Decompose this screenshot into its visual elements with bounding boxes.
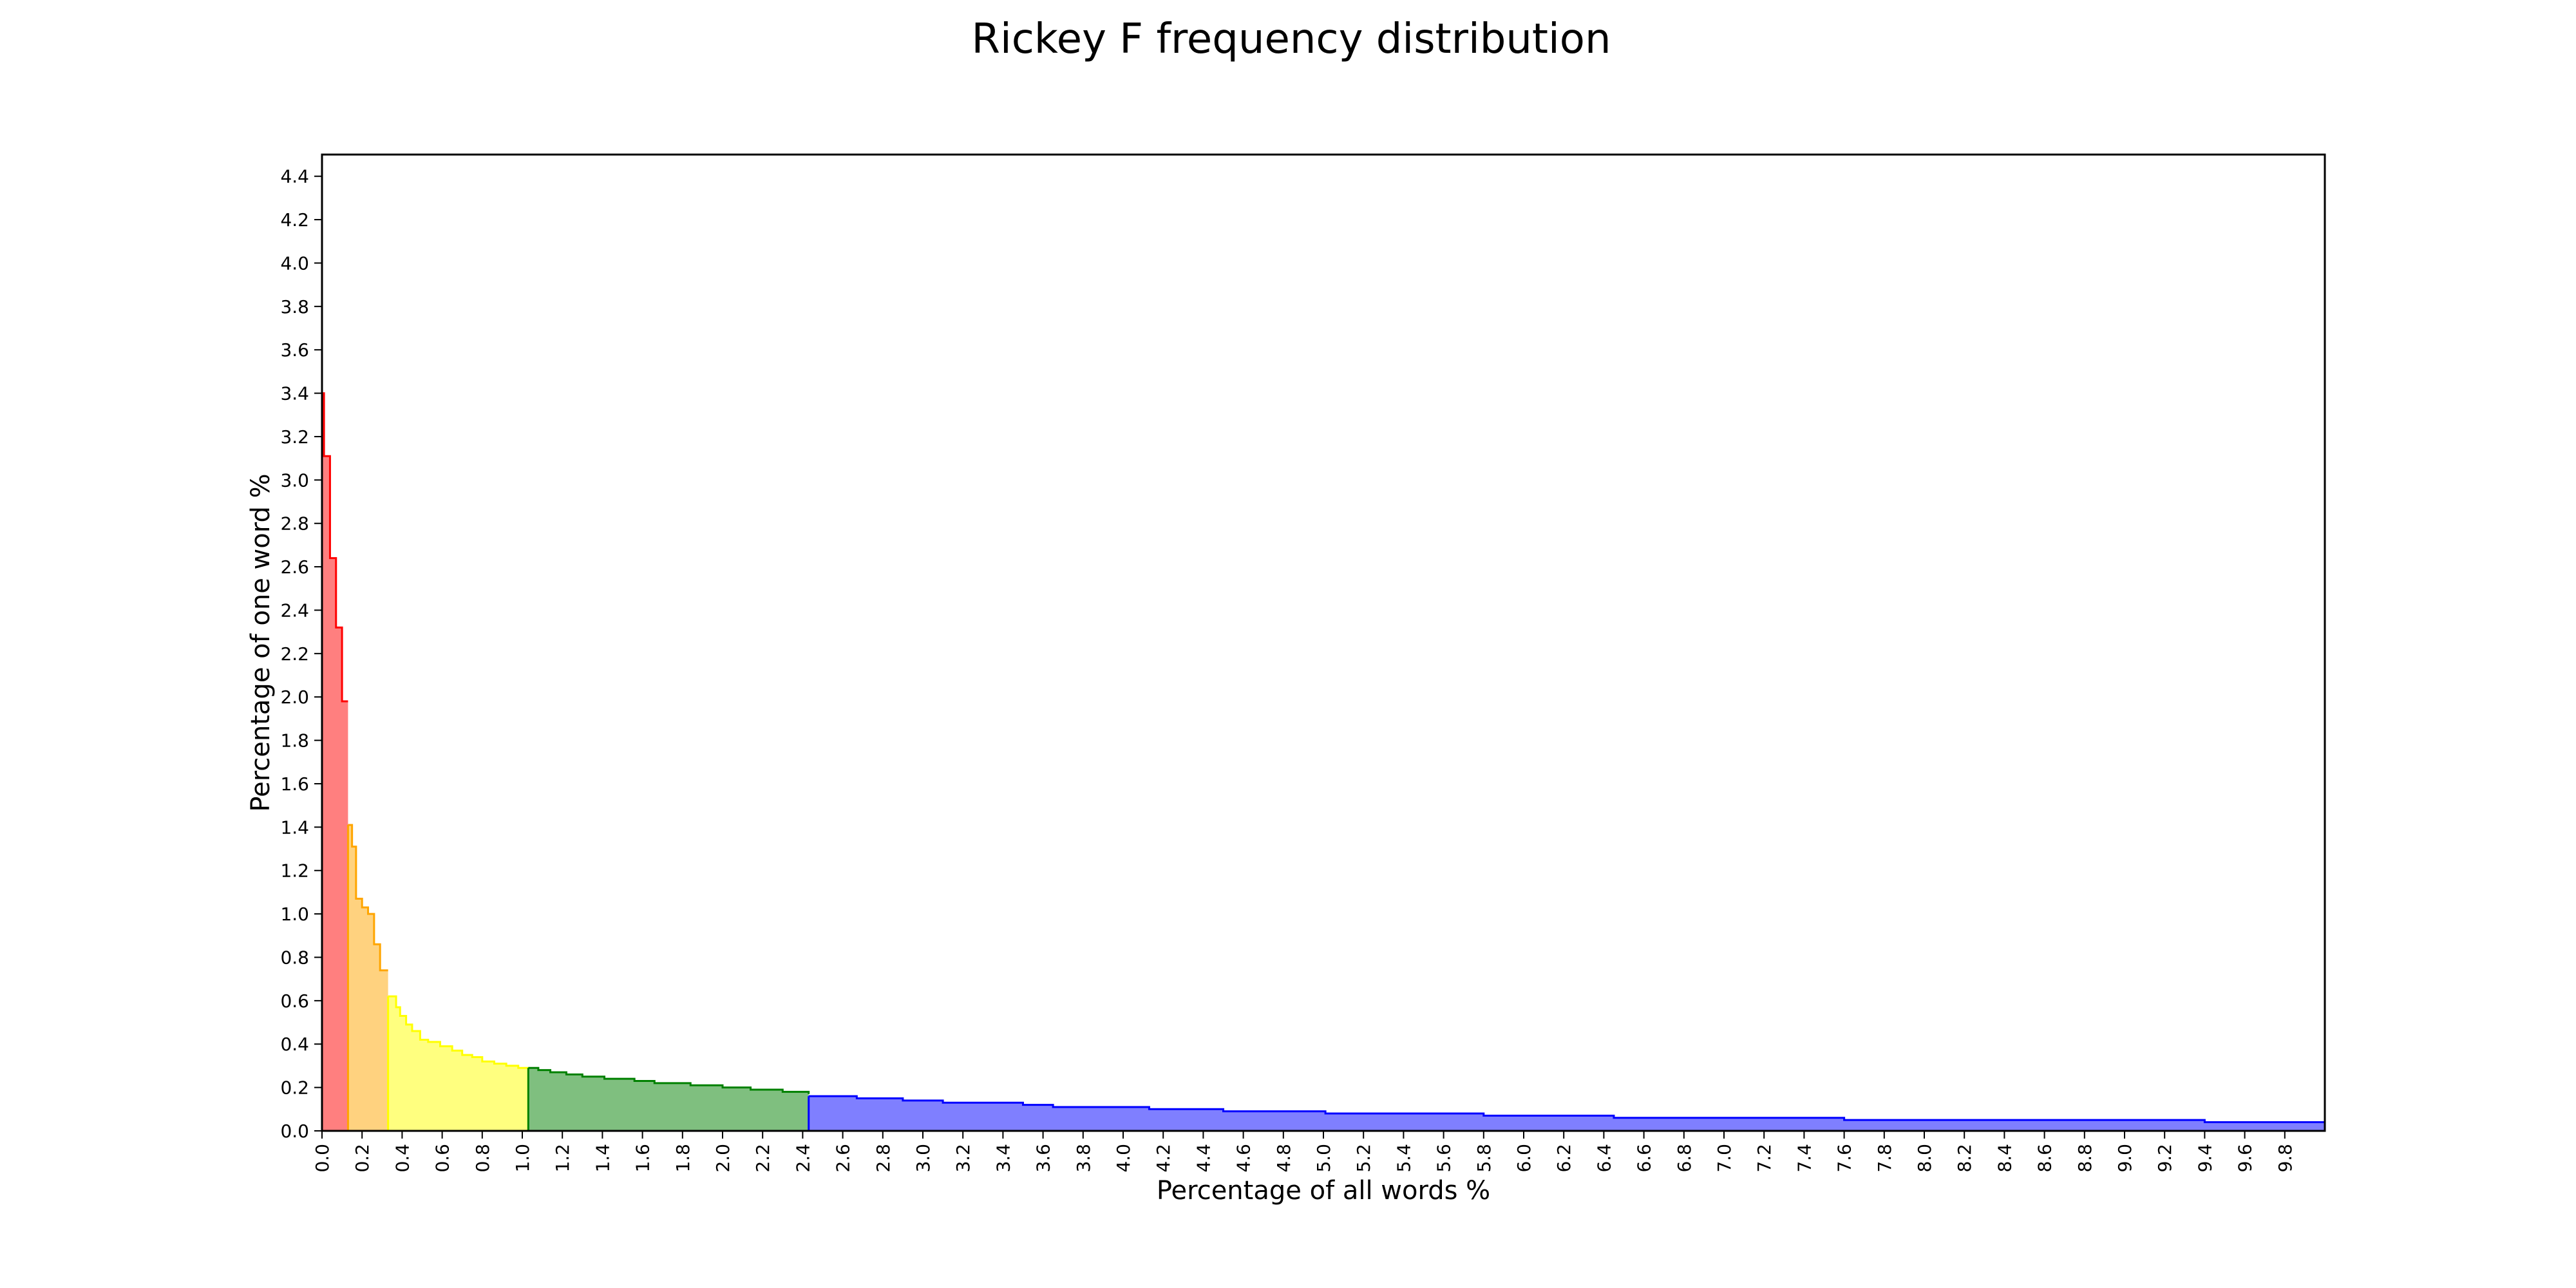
x-tick-label: 2.8 (873, 1144, 894, 1173)
x-tick-label: 1.0 (512, 1144, 533, 1173)
x-tick-label: 4.6 (1233, 1144, 1255, 1173)
x-tick-label: 9.2 (2154, 1144, 2175, 1173)
x-tick-label: 8.4 (1994, 1144, 2015, 1173)
x-tick-label: 3.6 (1033, 1144, 1054, 1173)
series-3-line (528, 1066, 810, 1094)
y-tick-label: 3.6 (280, 339, 309, 361)
series-2-area (388, 996, 529, 1131)
x-tick-label: 1.2 (552, 1144, 573, 1173)
x-tick-label: 5.4 (1393, 1144, 1414, 1173)
y-tick-label: 1.6 (280, 773, 309, 795)
y-tick-label: 1.8 (280, 730, 309, 752)
x-tick-label: 0.4 (392, 1144, 413, 1173)
y-tick-label: 0.8 (280, 947, 309, 968)
x-tick-label: 8.2 (1954, 1144, 1975, 1173)
y-axis-label: Percentage of one word % (246, 473, 276, 811)
x-tick-label: 8.8 (2074, 1144, 2096, 1173)
x-tick-label: 6.8 (1674, 1144, 1695, 1173)
x-tick-label: 2.4 (792, 1144, 813, 1173)
x-tick-label: 7.6 (1834, 1144, 1855, 1173)
y-tick-label: 3.8 (280, 296, 309, 317)
series-3 (527, 1066, 810, 1131)
x-tick-label: 3.8 (1073, 1144, 1094, 1173)
y-axis: 0.0 0.2 0.4 0.6 0.8 1.0 1.2 1.4 1.6 1.8 2.0 2.2 2.4 2… (280, 166, 322, 1142)
series-3-area (528, 1068, 809, 1131)
series-4 (808, 1095, 2325, 1131)
series-1-area (348, 824, 388, 1131)
series-2 (387, 995, 529, 1131)
y-tick-label: 2.0 (280, 687, 309, 708)
x-tick-label: 2.2 (752, 1144, 773, 1173)
x-tick-label: 1.4 (592, 1144, 613, 1173)
x-tick-label: 4.0 (1113, 1144, 1134, 1173)
x-tick-label: 0.2 (352, 1144, 373, 1173)
series-0-area (322, 393, 348, 1131)
x-tick-label: 5.6 (1434, 1144, 1455, 1173)
x-tick-label: 6.0 (1513, 1144, 1535, 1173)
series-2-line (388, 995, 529, 1069)
x-tick-label: 9.8 (2275, 1144, 2296, 1173)
x-tick-label: 2.6 (833, 1144, 854, 1173)
x-tick-label: 0.8 (472, 1144, 493, 1173)
x-tick-label: 1.8 (672, 1144, 694, 1173)
plot-area (321, 392, 2325, 1131)
y-tick-label: 0.0 (280, 1121, 309, 1142)
y-tick-label: 1.2 (280, 860, 309, 882)
x-tick-label: 6.2 (1553, 1144, 1575, 1173)
x-tick-label: 7.4 (1794, 1144, 1815, 1173)
x-axis-label: Percentage of all words % (1157, 1176, 1490, 1206)
y-tick-label: 3.4 (280, 383, 309, 404)
y-tick-label: 0.6 (280, 990, 309, 1012)
x-tick-label: 8.6 (2034, 1144, 2056, 1173)
y-tick-label: 3.2 (280, 426, 309, 448)
series-4-line (808, 1095, 2325, 1124)
x-tick-label: 3.4 (992, 1144, 1014, 1173)
x-tick-label: 5.2 (1353, 1144, 1374, 1173)
x-tick-label: 6.6 (1634, 1144, 1655, 1173)
x-tick-label: 9.4 (2194, 1144, 2215, 1173)
y-tick-label: 4.4 (280, 166, 309, 187)
x-tick-label: 2.0 (712, 1144, 734, 1173)
y-tick-label: 2.2 (280, 643, 309, 665)
y-tick-label: 4.0 (280, 252, 309, 274)
x-tick-label: 9.6 (2235, 1144, 2256, 1173)
x-tick-label: 7.2 (1754, 1144, 1775, 1173)
x-tick-label: 8.0 (1914, 1144, 1935, 1173)
x-tick-label: 3.0 (913, 1144, 934, 1173)
series-4-area (808, 1096, 2325, 1131)
x-tick-label: 7.8 (1874, 1144, 1895, 1173)
x-tick-label: 5.0 (1313, 1144, 1334, 1173)
y-tick-label: 2.4 (280, 600, 309, 621)
x-tick-label: 4.8 (1273, 1144, 1294, 1173)
x-tick-label: 1.6 (632, 1144, 654, 1173)
y-tick-label: 2.6 (280, 556, 309, 578)
series-0-line (322, 392, 348, 703)
x-tick-label: 9.0 (2114, 1144, 2136, 1173)
x-tick-label: 0.0 (312, 1144, 333, 1173)
chart-title: Rickey F frequency distribution (971, 15, 1611, 63)
x-tick-label: 7.0 (1714, 1144, 1735, 1173)
y-tick-label: 1.4 (280, 817, 309, 838)
x-tick-label: 6.4 (1593, 1144, 1615, 1173)
x-tick-label: 3.2 (952, 1144, 974, 1173)
y-tick-label: 0.2 (280, 1077, 309, 1099)
x-axis: 0.0 0.2 0.4 0.6 0.8 1.0 1.2 1.4 1.6 1.8 2.0 2.2 2.4 2… (312, 1131, 2296, 1173)
x-tick-label: 4.2 (1153, 1144, 1174, 1173)
series-1-line (348, 824, 388, 972)
x-tick-label: 4.4 (1193, 1144, 1214, 1173)
series-1 (346, 824, 388, 1131)
y-tick-label: 1.0 (280, 904, 309, 925)
x-tick-label: 0.6 (432, 1144, 453, 1173)
y-tick-label: 2.8 (280, 513, 309, 535)
x-tick-label: 5.8 (1473, 1144, 1495, 1173)
y-tick-label: 3.0 (280, 469, 309, 491)
y-tick-label: 0.4 (280, 1034, 309, 1055)
y-tick-label: 4.2 (280, 209, 309, 231)
